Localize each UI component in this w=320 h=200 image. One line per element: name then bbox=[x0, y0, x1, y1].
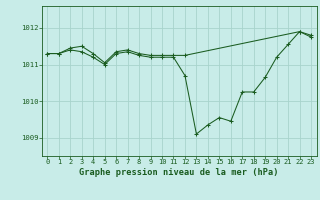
X-axis label: Graphe pression niveau de la mer (hPa): Graphe pression niveau de la mer (hPa) bbox=[79, 168, 279, 177]
